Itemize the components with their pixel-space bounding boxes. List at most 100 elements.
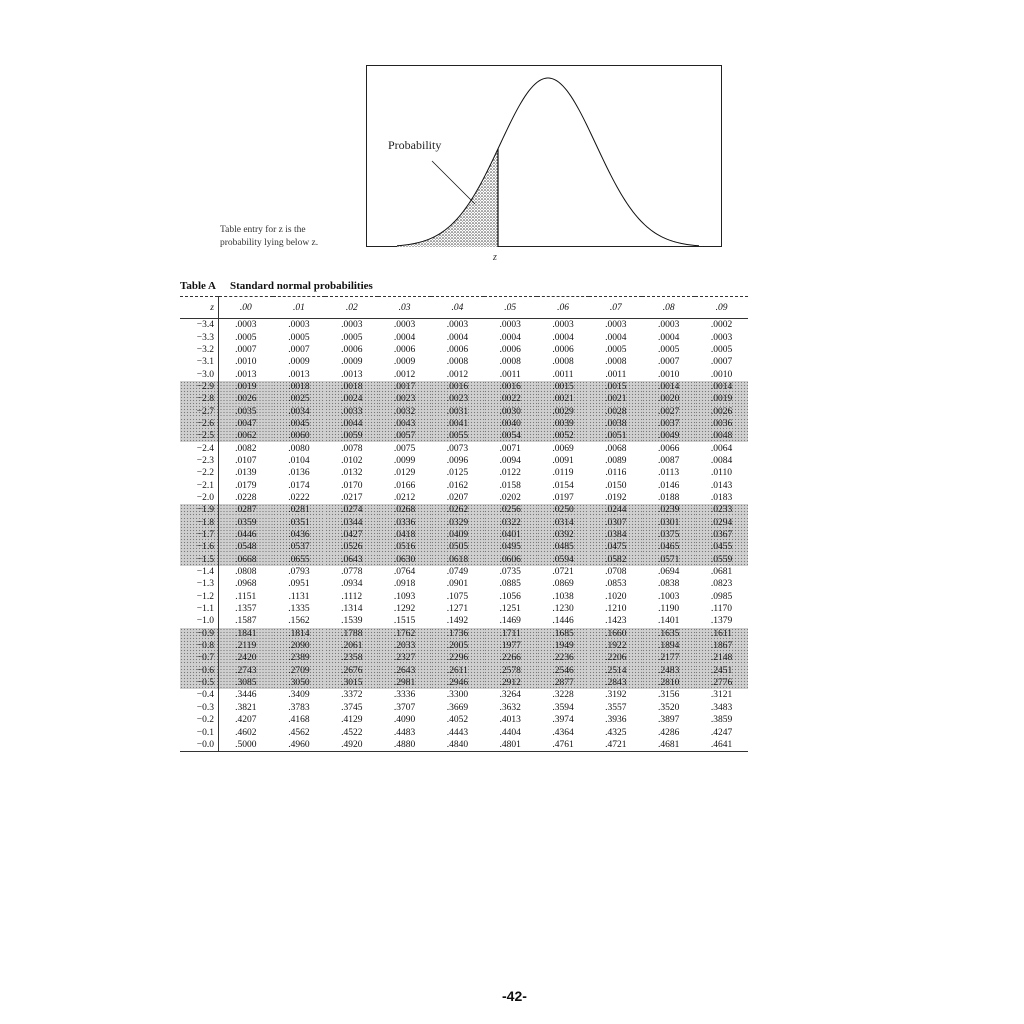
probability-pointer: [431, 160, 476, 205]
table-cell: .0268: [378, 504, 431, 517]
table-cell: .0008: [552, 357, 574, 368]
table-cell: .2266: [483, 652, 537, 665]
table-cell: .4522: [341, 727, 363, 738]
table-cell: .1003: [657, 591, 680, 602]
row-z-value: −0.8: [180, 639, 219, 653]
row-z-value: −1.2: [180, 590, 219, 603]
table-cell: .0006: [552, 344, 574, 355]
table-cell: .4840: [430, 738, 484, 753]
table-row: −3.4 .0003 .0003 .0003 .0003 .0003 .0003 .0003.…: [180, 318, 748, 332]
table-cell: .0116: [605, 468, 627, 479]
table-cell: .0281: [272, 504, 326, 517]
table-cell: .1469: [499, 616, 521, 627]
table-cell: .0055: [430, 430, 484, 443]
table-cell: .0170: [341, 480, 363, 491]
table-cell: .0188: [657, 492, 680, 503]
table-cell: .0005: [341, 332, 363, 343]
table-cell: .0681: [710, 567, 733, 578]
table-cell: .4761: [536, 738, 590, 753]
table-cell: .0024: [325, 393, 379, 406]
table-cell: .0314: [536, 516, 590, 529]
table-cell: .0174: [288, 480, 310, 491]
table-cell: .0066: [657, 443, 680, 454]
table-cell: .4960: [272, 738, 326, 753]
table-cell: .0094: [499, 455, 521, 466]
table-cell: .3409: [288, 690, 310, 701]
table-cell: .0012: [446, 369, 469, 380]
table-cell: .0004: [446, 332, 469, 343]
table-cell: .2119: [218, 639, 273, 653]
row-z-value: −2.3: [180, 454, 219, 468]
table-cell: .0197: [552, 492, 574, 503]
table-cell: .0021: [589, 393, 643, 406]
table-cell: .1635: [642, 627, 696, 640]
table-row: −1.9.0287.0281.0274.0268.0262.0256.0250.…: [180, 504, 748, 517]
row-z-value: −2.9: [180, 380, 219, 394]
table-cell: .0465: [642, 541, 696, 554]
table-cell: .3707: [393, 702, 416, 713]
table-cell: .4920: [325, 738, 379, 753]
table-cell: .1515: [393, 616, 416, 627]
table-row: −2.7.0035.0034.0033.0032.0031.0030.0029.…: [180, 405, 748, 418]
table-cell: .0007: [710, 357, 733, 368]
table-cell: .0040: [483, 417, 537, 431]
table-cell: .0096: [446, 455, 469, 466]
table-cell: .0102: [341, 455, 363, 466]
table-cell: .1401: [657, 616, 680, 627]
row-z-value: −0.0: [180, 738, 219, 753]
table-row: −2.8.0026.0025.0024.0023.0023.0022.0021.…: [180, 393, 748, 406]
table-cell: .0071: [499, 443, 521, 454]
table-cell: .0150: [605, 480, 627, 491]
table-cell: .0918: [393, 579, 416, 590]
table-cell: .0003: [710, 332, 733, 343]
table-cell: .0035: [218, 405, 273, 418]
table-cell: .3974: [552, 715, 574, 726]
table-cell: .0064: [710, 443, 733, 454]
header-col: .01: [272, 296, 326, 319]
table-cell: .3192: [605, 690, 627, 701]
row-z-value: −1.7: [180, 528, 219, 542]
table-cell: .0044: [325, 417, 379, 431]
table-cell: .1292: [393, 604, 416, 615]
table-cell: .1379: [710, 616, 733, 627]
table-cell: .1170: [711, 604, 733, 615]
table-cell: .0436: [272, 528, 326, 542]
table-cell: .2743: [218, 664, 273, 677]
table-cell: .0559: [695, 553, 748, 566]
header-col: .07: [589, 296, 643, 319]
table-cell: .0033: [325, 405, 379, 418]
table-cell: .0049: [642, 430, 696, 443]
table-cell: .2236: [536, 652, 590, 665]
header-col: .08: [642, 296, 696, 319]
table-row: −0.7.2420.2389.2358.2327.2296.2266.2236.…: [180, 652, 748, 665]
table-cell: .4090: [393, 715, 416, 726]
table-row: −1.6.0548.0537.0526.0516.0505.0495.0485.…: [180, 541, 748, 554]
table-cell: .1357: [235, 604, 257, 615]
table-cell: .1271: [446, 604, 469, 615]
table-cell: .1038: [552, 591, 574, 602]
row-z-value: −3.1: [180, 356, 219, 369]
table-row: −0.2 .4207 .4168 .4129 .4090 .4052 .4013 .3974.…: [180, 714, 748, 727]
table-cell: .0643: [325, 553, 379, 566]
table-cell: .3520: [657, 702, 680, 713]
row-z-value: −1.0: [180, 615, 219, 628]
table-cell: .0485: [536, 541, 590, 554]
table-row: −0.4 .3446 .3409 .3372 .3336 .3300 .3264 .3228.…: [180, 689, 748, 702]
table-cell: .4052: [446, 715, 469, 726]
table-cell: .4681: [642, 738, 696, 753]
table-cell: .0427: [325, 528, 379, 542]
table-cell: .1587: [235, 616, 257, 627]
table-row: −2.6.0047.0045.0044.0043.0041.0040.0039.…: [180, 417, 748, 431]
table-cell: .0721: [552, 567, 574, 578]
table-cell: .0025: [272, 393, 326, 406]
table-cell: .0015: [536, 380, 590, 394]
table-cell: .3557: [605, 702, 627, 713]
table-cell: .0020: [642, 393, 696, 406]
table-cell: .0968: [235, 579, 257, 590]
table-cell: .1611: [695, 627, 748, 640]
table-cell: .0838: [657, 579, 680, 590]
table-cell: .0183: [710, 492, 733, 503]
table-cell: .0154: [552, 480, 574, 491]
table-cell: .0179: [235, 480, 257, 491]
table-cell: .0060: [272, 430, 326, 443]
